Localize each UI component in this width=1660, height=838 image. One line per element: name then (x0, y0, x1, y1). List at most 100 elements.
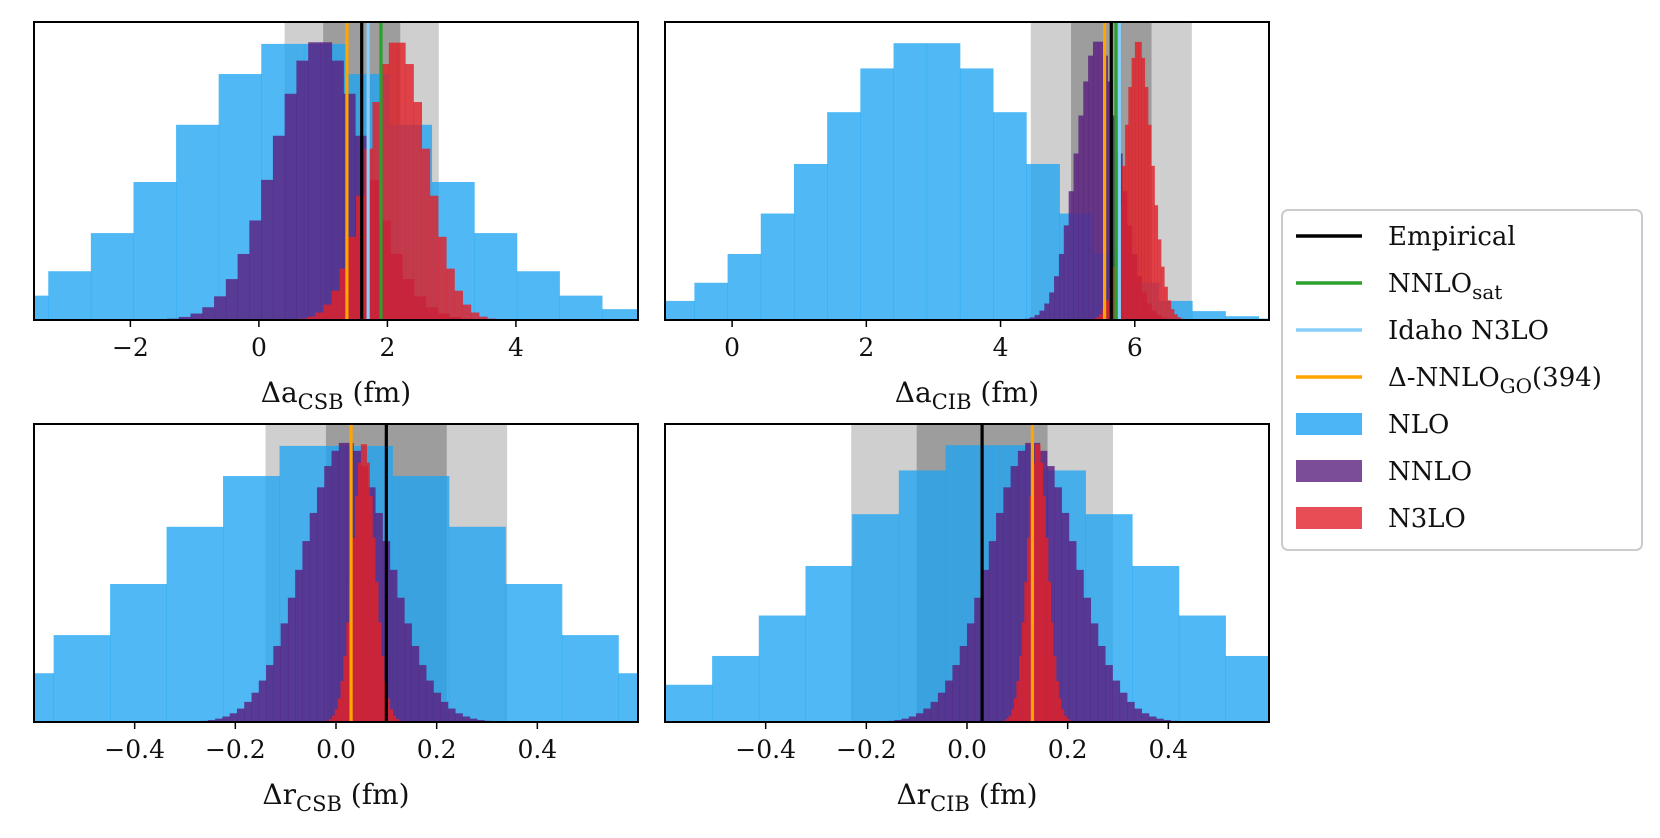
hist-bar (1134, 708, 1142, 722)
hist-bar (369, 495, 373, 722)
hist-bar (1272, 685, 1319, 722)
hist-bar (937, 692, 946, 722)
hist-bar (665, 684, 713, 722)
hist-bar (372, 102, 382, 320)
x-tick-label: 0.0 (947, 735, 987, 764)
legend-label: Idaho N3LO (1388, 316, 1549, 346)
hist-bar (337, 698, 341, 722)
hist-bar (429, 195, 439, 320)
hist-bar (1068, 541, 1077, 722)
hist-bar (366, 462, 370, 722)
hist-bar (1090, 623, 1099, 722)
hist-bar (952, 665, 961, 722)
x-tick-label: 2 (858, 333, 874, 362)
legend-item-nnlo_sat: NNLOsat (1296, 269, 1502, 304)
hist-bar (1178, 615, 1226, 722)
legend-item-empirical: Empirical (1296, 222, 1516, 252)
hist-bar (1225, 655, 1269, 722)
hist-bar (901, 718, 910, 722)
x-tick-label: 0.4 (1148, 735, 1188, 764)
axes-frame (33, 21, 639, 321)
hist-bar (381, 655, 385, 722)
hist-n3lo (326, 444, 402, 722)
hist-bar (331, 715, 336, 722)
plot-area (665, 22, 1269, 320)
hist-bar (258, 680, 267, 722)
hist-bar (331, 450, 340, 722)
hist-bar (413, 102, 423, 320)
hist-bar (988, 541, 997, 722)
hist-bar (916, 713, 924, 722)
hist-bar (237, 253, 250, 320)
hist-bar (1095, 317, 1100, 320)
hist-bar (860, 68, 894, 320)
hist-bar (295, 569, 303, 722)
hist-bar (1083, 81, 1089, 320)
hist-bar (618, 673, 638, 722)
hist-bar (1167, 300, 1172, 320)
hist-bar (202, 307, 215, 320)
hist-bar (380, 64, 390, 320)
hist-bar (316, 487, 325, 722)
x-tick-label: 0.2 (1048, 735, 1088, 764)
x-tick-label: −0.4 (735, 735, 796, 764)
hist-bar (418, 665, 427, 722)
hist-bar (1013, 698, 1017, 722)
legend-label: N3LO (1388, 504, 1466, 534)
hist-bar (378, 622, 382, 722)
hist-bar (214, 296, 227, 320)
hist-bar (375, 512, 383, 722)
hist-bar (331, 60, 344, 320)
hist-bar (1112, 680, 1121, 722)
legend-item-delta_nnlo: Δ-NNLOGO(394) (1296, 363, 1602, 398)
hist-bar (893, 43, 928, 320)
hist-bar (331, 290, 341, 320)
hist-bar (389, 709, 394, 722)
hist-bar (1011, 709, 1015, 722)
hist-bar (1063, 225, 1070, 320)
hist-bar (1050, 622, 1054, 722)
x-axis-label: ΔaCSB (fm) (261, 376, 411, 414)
hist-bar (323, 304, 332, 320)
hist-bar (302, 541, 311, 722)
hist-bar (1097, 41, 1104, 320)
hist-bar (447, 708, 456, 722)
hist-bar (346, 622, 350, 722)
x-tick-label: 6 (1127, 333, 1143, 362)
hist-bar (1010, 466, 1019, 722)
hist-bar (758, 615, 806, 722)
hist-bar (1092, 41, 1099, 320)
hist-bar (404, 623, 412, 722)
hist-bar (1147, 124, 1152, 320)
hist-bar (446, 268, 455, 320)
legend-label: Δ-NNLOGO(394) (1388, 363, 1602, 398)
hist-bar (1039, 310, 1045, 320)
hist-bar (793, 163, 828, 320)
hist-bar (1144, 87, 1149, 320)
x-tick-label: 0.2 (417, 735, 457, 764)
hist-bar (1024, 581, 1028, 722)
hist-bar (1164, 286, 1168, 320)
hist-bar (90, 233, 134, 320)
hist-bar (222, 716, 231, 722)
hist-bar (727, 253, 762, 320)
hist-bar (178, 316, 191, 320)
hist-bar (945, 680, 953, 722)
hist-bar (694, 282, 728, 320)
hist-bar (319, 42, 333, 320)
hist-bar (760, 213, 795, 320)
hist-bar (360, 444, 365, 722)
hist-bar (284, 93, 297, 320)
hist-bar (386, 698, 391, 722)
hist-bar (272, 135, 286, 320)
hist-bar (53, 635, 111, 722)
hist-bar (236, 708, 245, 722)
hist-bar (993, 112, 1027, 320)
hist-bar (397, 42, 406, 320)
hist-bar (1061, 512, 1070, 722)
hist-bar (1026, 537, 1030, 722)
hist-bar (34, 295, 49, 320)
legend-frame (1281, 209, 1643, 551)
hist-bar (48, 271, 92, 320)
hist-bar (996, 512, 1004, 722)
